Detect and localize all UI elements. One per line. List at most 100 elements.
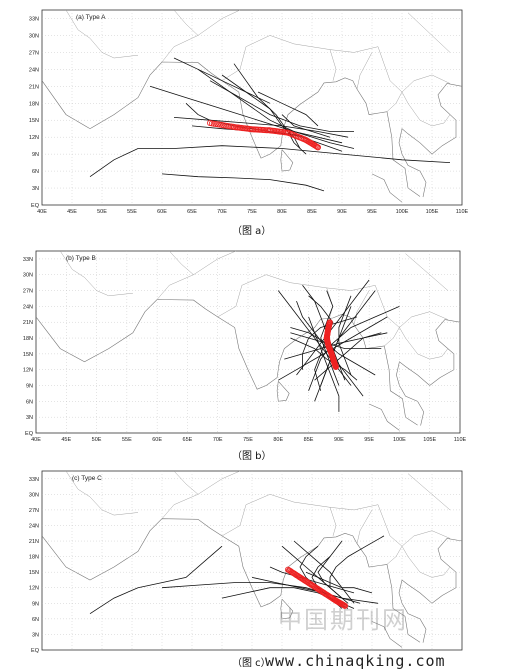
x-tick-label: 80E [273, 437, 283, 443]
cyclone-track [320, 290, 340, 386]
map-panel-a: EQ 3N 6N 9N 12N 15N 18N 21N 24N 27N 30N 33N 40E 45E 50… [0, 0, 505, 240]
cyclone-track [251, 577, 361, 604]
mean-track-marker [332, 364, 339, 371]
coastline [371, 621, 403, 648]
mean-track-marker [313, 143, 320, 150]
cyclone-track [221, 74, 301, 149]
coastline [371, 173, 403, 203]
cyclone-track [233, 63, 307, 155]
panel-label: (c) Type C [72, 475, 102, 482]
cyclone-track [338, 295, 352, 376]
x-tick-label: 60E [152, 437, 162, 443]
panel-label: (b) Type B [66, 255, 96, 262]
x-tick-label: 60E [157, 209, 167, 215]
y-tick-label: 6N [26, 399, 33, 405]
x-tick-label: 75E [243, 437, 253, 443]
border-line [173, 470, 199, 495]
border-line [386, 545, 451, 578]
coastline [398, 83, 463, 198]
mean-track-marker [341, 602, 348, 609]
cyclone-track [305, 571, 373, 594]
cyclone-track [281, 114, 331, 138]
y-tick-label: 15N [23, 352, 33, 358]
border-line [60, 250, 133, 297]
x-tick-label: 50E [97, 209, 107, 215]
y-tick-label: 18N [29, 555, 39, 561]
y-tick-label: 24N [29, 523, 39, 529]
cyclone-track [89, 545, 223, 615]
y-tick-label: 21N [29, 539, 39, 545]
mean-track-marker [220, 122, 227, 129]
y-tick-label: 3N [32, 632, 39, 638]
caption: （图 a） [232, 226, 272, 237]
y-tick-label: EQ [31, 648, 40, 654]
x-tick-label: 90E [337, 209, 347, 215]
y-tick-label: 24N [23, 304, 33, 310]
map-b-svg: EQ 3N 6N 9N 12N 15N 18N 21N 24N 27N 30N 33N 40E 45E 50… [23, 250, 467, 443]
coastline [396, 319, 461, 426]
x-tick-label: 105E [423, 437, 436, 443]
y-tick-label: 27N [29, 508, 39, 514]
border-line [221, 35, 451, 93]
x-tick-label: 80E [277, 209, 287, 215]
x-tick-label: 65E [187, 209, 197, 215]
y-tick-label: 18N [29, 101, 39, 107]
coastline [398, 538, 463, 643]
cyclone-track [290, 332, 382, 349]
map-c-svg: EQ 3N 6N 9N 12N 15N 18N 21N 24N 27N 30N 33N (c) Typ… [29, 470, 463, 654]
y-tick-label: 6N [32, 169, 39, 175]
y-tick-label: 3N [32, 186, 39, 192]
border-line [156, 250, 236, 300]
mean-track-marker [250, 126, 257, 133]
cyclone-track [308, 306, 400, 391]
map-panel-b: EQ 3N 6N 9N 12N 15N 18N 21N 24N 27N 30N 33N 40E 45E 50… [0, 248, 505, 463]
cyclone-track [173, 57, 271, 104]
y-tick-label: 30N [29, 492, 39, 498]
y-tick-label: 6N [32, 617, 39, 623]
caption: （图 b） [232, 451, 272, 462]
x-tick-label: 85E [304, 437, 314, 443]
x-tick-label: 100E [393, 437, 406, 443]
x-tick-label: 95E [364, 437, 374, 443]
mean-track-marker [210, 120, 217, 127]
cyclone-track [89, 145, 451, 178]
y-tick-label: 33N [23, 257, 33, 263]
y-tick-label: 3N [26, 415, 33, 421]
coastline [41, 518, 421, 643]
cyclone-track [257, 91, 319, 127]
border-line [169, 250, 194, 275]
mean-track-marker [314, 144, 321, 151]
x-tick-label: 110E [454, 437, 467, 443]
x-tick-label: 40E [31, 437, 41, 443]
panel-label: (a) Type A [76, 14, 106, 21]
y-tick-label: 27N [23, 289, 33, 295]
map-frame [41, 470, 463, 651]
border-line [221, 494, 451, 547]
y-tick-label: 15N [29, 570, 39, 576]
cyclone-track [277, 290, 352, 386]
cyclone-track [302, 316, 358, 370]
y-tick-label: 9N [32, 152, 39, 158]
y-tick-label: 18N [23, 336, 33, 342]
y-tick-label: 27N [29, 50, 39, 56]
x-tick-label: 110E [456, 209, 469, 215]
y-tick-label: 9N [26, 384, 33, 390]
x-tick-label: 90E [334, 437, 344, 443]
y-tick-label: 15N [29, 118, 39, 124]
y-tick-label: 33N [29, 477, 39, 483]
x-tick-label: 50E [92, 437, 102, 443]
y-tick-label: 12N [23, 368, 33, 374]
cyclone-track [197, 68, 343, 144]
watermark-cn: 中国期刊网 [278, 606, 408, 634]
border-line [386, 91, 451, 127]
y-tick-label: 21N [23, 320, 33, 326]
y-tick-label: EQ [25, 431, 34, 437]
coastline [368, 403, 400, 431]
x-tick-label: 65E [183, 437, 193, 443]
y-tick-label: 21N [29, 84, 39, 90]
cyclone-track [209, 80, 354, 132]
coastline [41, 61, 421, 197]
y-tick-label: 12N [29, 586, 39, 592]
x-tick-label: 45E [67, 209, 77, 215]
y-tick-label: 30N [23, 273, 33, 279]
